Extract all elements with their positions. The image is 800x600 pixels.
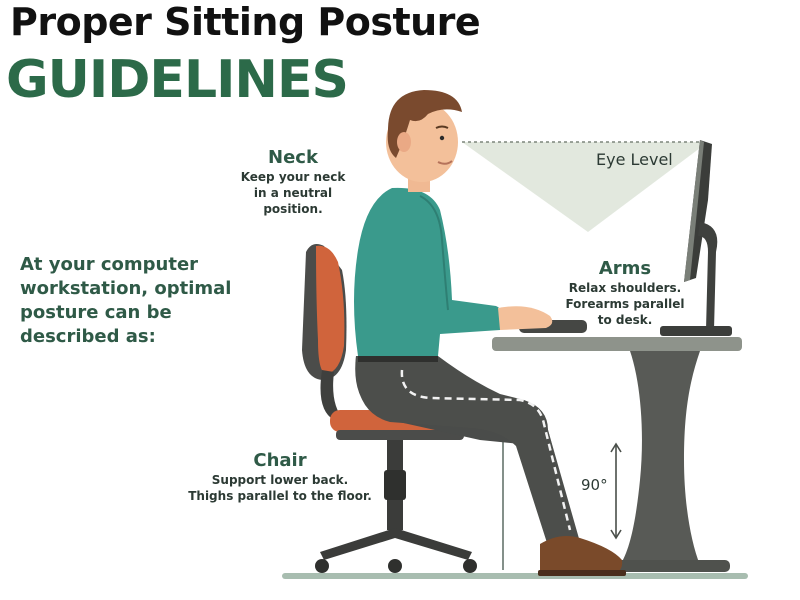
intro-text: At your computer workstation, optimal po… <box>20 254 232 347</box>
angle-label: 90° <box>581 476 608 494</box>
arms-heading: Arms <box>598 258 652 279</box>
neck-heading: Neck <box>268 147 318 168</box>
chair-desc-2: Thighs parallel to the floor. <box>188 489 372 503</box>
arms-label: Arms Relax shoulders. Forearms parallel … <box>550 258 700 328</box>
monitor <box>660 140 732 336</box>
desk <box>492 337 742 572</box>
page-title: Proper Sitting Posture <box>10 0 481 44</box>
eye-level-cone <box>462 142 700 232</box>
arms-desc-2: Forearms parallel <box>565 297 685 311</box>
neck-label: Neck Keep your neck in a neutral positio… <box>222 147 364 217</box>
chair-desc-1: Support lower back. <box>211 473 349 487</box>
angle-arrow <box>610 442 622 540</box>
chair-heading: Chair <box>253 450 307 471</box>
page-subtitle: GUIDELINES <box>6 50 349 110</box>
floor-line <box>282 573 748 579</box>
arms-desc-1: Relax shoulders. <box>568 281 682 295</box>
neck-desc-3: position. <box>263 202 323 216</box>
neck-desc-2: in a neutral <box>253 186 333 200</box>
arms-desc-3: to desk. <box>597 313 653 327</box>
chair-label: Chair Support lower back. Thighs paralle… <box>180 450 380 504</box>
neck-desc-1: Keep your neck <box>240 170 346 184</box>
eye-level-label: Eye Level <box>596 150 673 169</box>
person <box>354 90 626 576</box>
